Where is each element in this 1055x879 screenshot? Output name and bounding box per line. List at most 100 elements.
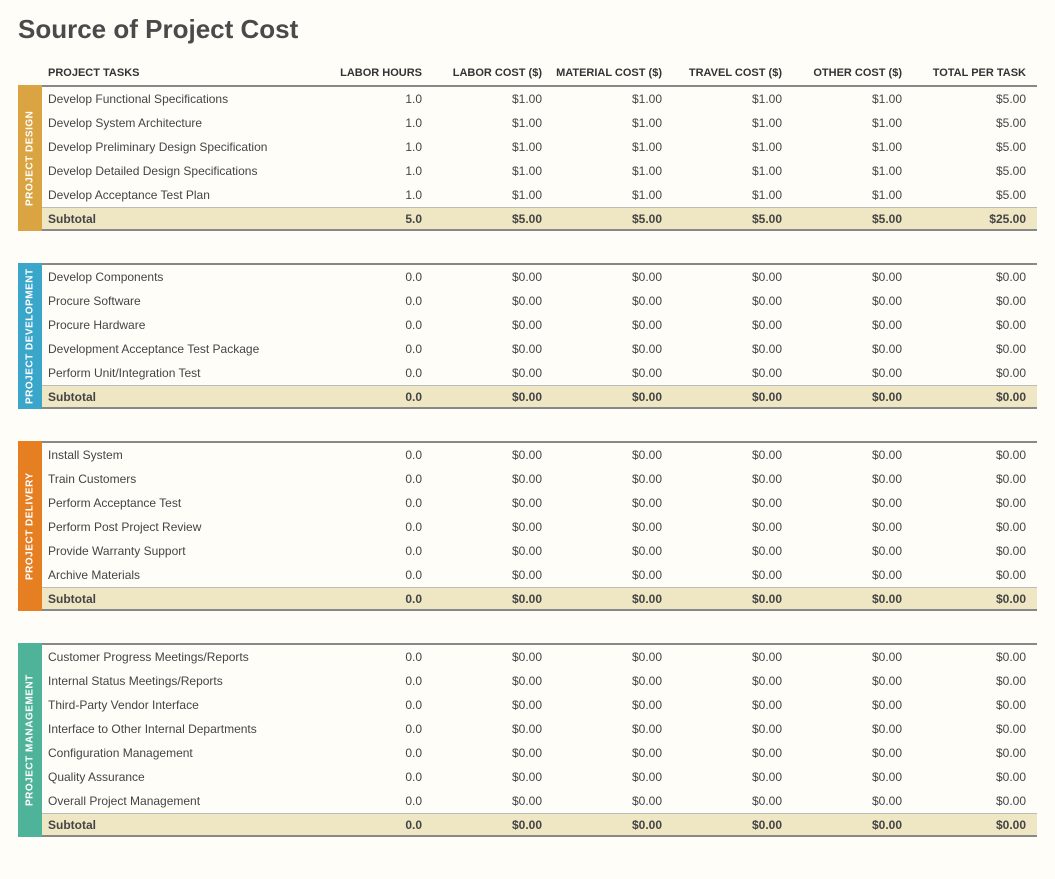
cell-material-cost: $0.00 xyxy=(552,366,672,380)
cell-task: Perform Acceptance Test xyxy=(42,496,312,510)
cell-other-cost: $0.00 xyxy=(792,318,912,332)
col-header-material-cost: MATERIAL COST ($) xyxy=(552,67,672,79)
cell-material-cost: $0.00 xyxy=(552,448,672,462)
section-management: PROJECT MANAGEMENTCustomer Progress Meet… xyxy=(18,643,1037,837)
table-row[interactable]: Provide Warranty Support0.0$0.00$0.00$0.… xyxy=(42,539,1037,563)
cell-material-cost: $0.00 xyxy=(552,746,672,760)
cell-travel-cost: $0.00 xyxy=(672,794,792,808)
cell-total: $0.00 xyxy=(912,366,1032,380)
cell-labor-hours: 1.0 xyxy=(312,92,432,106)
cell-travel-cost: $0.00 xyxy=(672,294,792,308)
cell-labor-hours: 0.0 xyxy=(312,746,432,760)
cell-total: $0.00 xyxy=(912,496,1032,510)
cell-other-cost: $1.00 xyxy=(792,92,912,106)
cell-task: Procure Software xyxy=(42,294,312,308)
table-row[interactable]: Perform Unit/Integration Test0.0$0.00$0.… xyxy=(42,361,1037,385)
cell-material-cost: $1.00 xyxy=(552,188,672,202)
table-row[interactable]: Development Acceptance Test Package0.0$0… xyxy=(42,337,1037,361)
table-row[interactable]: Install System0.0$0.00$0.00$0.00$0.00$0.… xyxy=(42,443,1037,467)
cell-task: Provide Warranty Support xyxy=(42,544,312,558)
cell-other-cost: $0.00 xyxy=(792,520,912,534)
cell-material-cost: $0.00 xyxy=(552,544,672,558)
cell-labor-hours: 0.0 xyxy=(312,544,432,558)
cell-material-cost: $0.00 xyxy=(552,698,672,712)
cell-other-cost: $0.00 xyxy=(792,472,912,486)
cell-labor-hours: 0.0 xyxy=(312,722,432,736)
cell-labor-hours: 0.0 xyxy=(312,674,432,688)
cell-labor-cost: $0.00 xyxy=(432,472,552,486)
subtotal-other-cost: $0.00 xyxy=(792,390,912,404)
cell-task: Perform Post Project Review xyxy=(42,520,312,534)
subtotal-total: $25.00 xyxy=(912,212,1032,226)
table-row[interactable]: Develop Preliminary Design Specification… xyxy=(42,135,1037,159)
cell-material-cost: $0.00 xyxy=(552,722,672,736)
table-row[interactable]: Procure Software0.0$0.00$0.00$0.00$0.00$… xyxy=(42,289,1037,313)
cell-total: $5.00 xyxy=(912,92,1032,106)
table-row[interactable]: Internal Status Meetings/Reports0.0$0.00… xyxy=(42,669,1037,693)
table-row[interactable]: Develop System Architecture1.0$1.00$1.00… xyxy=(42,111,1037,135)
table-row[interactable]: Interface to Other Internal Departments0… xyxy=(42,717,1037,741)
table-row[interactable]: Develop Acceptance Test Plan1.0$1.00$1.0… xyxy=(42,183,1037,207)
cell-labor-cost: $0.00 xyxy=(432,366,552,380)
cell-other-cost: $0.00 xyxy=(792,746,912,760)
cell-other-cost: $0.00 xyxy=(792,496,912,510)
section-design: PROJECT DESIGNDevelop Functional Specifi… xyxy=(18,85,1037,231)
table-row[interactable]: Develop Components0.0$0.00$0.00$0.00$0.0… xyxy=(42,265,1037,289)
subtotal-other-cost: $5.00 xyxy=(792,212,912,226)
cell-total: $5.00 xyxy=(912,140,1032,154)
table-row[interactable]: Overall Project Management0.0$0.00$0.00$… xyxy=(42,789,1037,813)
cell-material-cost: $0.00 xyxy=(552,294,672,308)
subtotal-label: Subtotal xyxy=(42,592,312,606)
cell-total: $0.00 xyxy=(912,448,1032,462)
cell-task: Perform Unit/Integration Test xyxy=(42,366,312,380)
section-body: Customer Progress Meetings/Reports0.0$0.… xyxy=(42,643,1037,837)
cell-labor-cost: $1.00 xyxy=(432,164,552,178)
table-row[interactable]: Quality Assurance0.0$0.00$0.00$0.00$0.00… xyxy=(42,765,1037,789)
table-row[interactable]: Train Customers0.0$0.00$0.00$0.00$0.00$0… xyxy=(42,467,1037,491)
cell-task: Third-Party Vendor Interface xyxy=(42,698,312,712)
table-row[interactable]: Third-Party Vendor Interface0.0$0.00$0.0… xyxy=(42,693,1037,717)
cell-material-cost: $0.00 xyxy=(552,674,672,688)
cell-task: Develop Functional Specifications xyxy=(42,92,312,106)
subtotal-other-cost: $0.00 xyxy=(792,818,912,832)
cell-labor-cost: $0.00 xyxy=(432,650,552,664)
cell-labor-hours: 0.0 xyxy=(312,472,432,486)
cell-labor-cost: $0.00 xyxy=(432,342,552,356)
section-body: Develop Components0.0$0.00$0.00$0.00$0.0… xyxy=(42,263,1037,409)
table-row[interactable]: Archive Materials0.0$0.00$0.00$0.00$0.00… xyxy=(42,563,1037,587)
cell-labor-hours: 0.0 xyxy=(312,342,432,356)
cell-other-cost: $0.00 xyxy=(792,294,912,308)
cell-task: Develop Detailed Design Specifications xyxy=(42,164,312,178)
cell-labor-hours: 1.0 xyxy=(312,140,432,154)
cell-other-cost: $0.00 xyxy=(792,722,912,736)
table-row[interactable]: Develop Functional Specifications1.0 $1.0… xyxy=(42,87,1037,111)
cell-labor-hours: 0.0 xyxy=(312,520,432,534)
table-row[interactable]: Perform Acceptance Test0.0$0.00$0.00$0.0… xyxy=(42,491,1037,515)
cell-labor-hours: 0.0 xyxy=(312,318,432,332)
subtotal-total: $0.00 xyxy=(912,390,1032,404)
table-row[interactable]: Procure Hardware0.0$0.00$0.00$0.00$0.00$… xyxy=(42,313,1037,337)
section-development: PROJECT DEVELOPMENTDevelop Components0.0… xyxy=(18,263,1037,409)
subtotal-labor-hours: 0.0 xyxy=(312,390,432,404)
cell-labor-cost: $1.00 xyxy=(432,188,552,202)
cell-material-cost: $1.00 xyxy=(552,164,672,178)
subtotal-travel-cost: $0.00 xyxy=(672,818,792,832)
table-row[interactable]: Develop Detailed Design Specifications1.… xyxy=(42,159,1037,183)
table-row[interactable]: Configuration Management0.0$0.00$0.00$0.… xyxy=(42,741,1037,765)
column-header-row: PROJECT TASKS LABOR HOURS LABOR COST ($)… xyxy=(42,63,1037,85)
cell-other-cost: $0.00 xyxy=(792,366,912,380)
table-row[interactable]: Customer Progress Meetings/Reports0.0$0.… xyxy=(42,645,1037,669)
cell-task: Development Acceptance Test Package xyxy=(42,342,312,356)
cell-travel-cost: $0.00 xyxy=(672,568,792,582)
cell-travel-cost: $0.00 xyxy=(672,366,792,380)
cell-total: $0.00 xyxy=(912,722,1032,736)
cell-material-cost: $0.00 xyxy=(552,472,672,486)
subtotal-travel-cost: $0.00 xyxy=(672,592,792,606)
cell-labor-cost: $0.00 xyxy=(432,448,552,462)
table-row[interactable]: Perform Post Project Review0.0$0.00$0.00… xyxy=(42,515,1037,539)
cell-task: Develop Preliminary Design Specification xyxy=(42,140,312,154)
cell-travel-cost: $1.00 xyxy=(672,164,792,178)
cell-travel-cost: $0.00 xyxy=(672,318,792,332)
cell-labor-cost: $0.00 xyxy=(432,496,552,510)
col-header-task: PROJECT TASKS xyxy=(42,67,312,79)
